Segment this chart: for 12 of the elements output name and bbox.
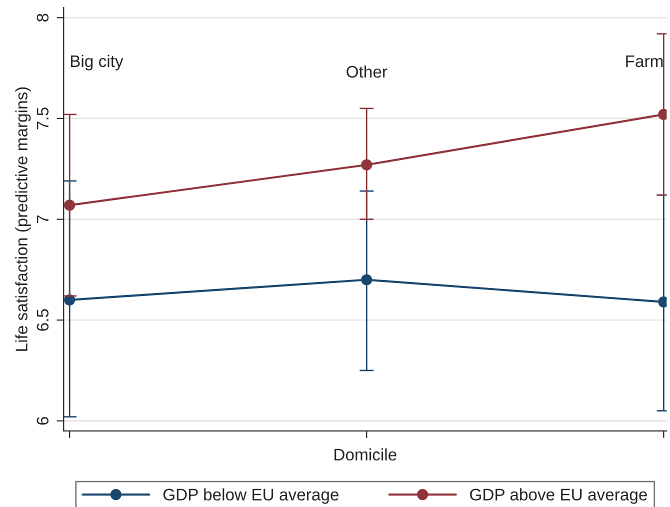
y-tick-label: 6.5 — [36, 309, 49, 331]
legend-label: GDP above EU average — [470, 488, 647, 504]
legend-label: GDP below EU average — [163, 488, 338, 504]
x-axis-title: Domicile — [334, 448, 396, 461]
y-tick-label: 8 — [36, 14, 49, 22]
y-axis-title: Life satisfaction (predictive margins) — [15, 87, 31, 351]
annotation: Other — [346, 65, 388, 78]
y-tick-label: 7.5 — [36, 108, 49, 130]
y-tick-label: 6 — [36, 416, 49, 425]
y-tick-label: 7 — [36, 215, 48, 224]
annotation: Farm — [626, 55, 663, 68]
annotation: Big city — [70, 54, 124, 70]
